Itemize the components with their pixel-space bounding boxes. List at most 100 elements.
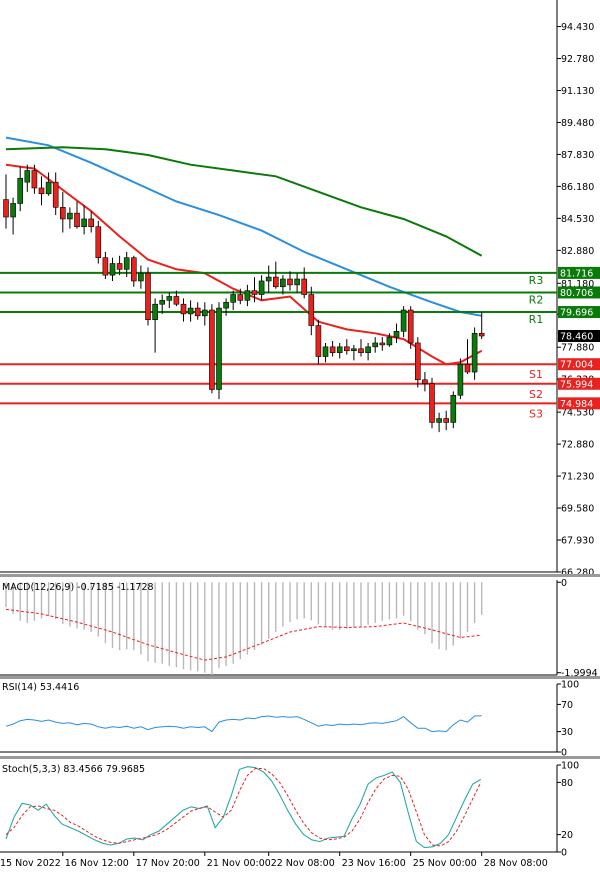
y-tick-label: 66.280 bbox=[561, 568, 594, 579]
macd-panel: 0 -1.9994 bbox=[0, 578, 600, 679]
candle-body bbox=[436, 418, 442, 423]
x-tick-label: 15 Nov 2022 bbox=[0, 858, 61, 869]
candle-body bbox=[315, 325, 322, 357]
level-price-tag bbox=[558, 266, 600, 279]
stoch-title: Stoch(5,3,3) 83.4566 79.9685 bbox=[2, 764, 145, 775]
candle-body bbox=[287, 278, 293, 286]
candle-body bbox=[74, 212, 80, 228]
candle-body bbox=[414, 342, 421, 381]
level-price-value: 81.716 bbox=[560, 268, 593, 279]
last-price-value: 78.460 bbox=[560, 331, 593, 342]
level-label-s1: S1 bbox=[529, 368, 543, 381]
y-tick-label: 87.830 bbox=[561, 150, 594, 161]
candle-body bbox=[329, 346, 336, 353]
candle-body bbox=[17, 177, 24, 204]
level-label-r2: R2 bbox=[529, 293, 544, 306]
candle-body bbox=[59, 207, 66, 220]
candle-body bbox=[407, 309, 414, 344]
candle-body bbox=[152, 303, 158, 321]
level-price-tag bbox=[558, 286, 600, 299]
candle-body bbox=[109, 263, 116, 276]
y-tick-label: 77.880 bbox=[561, 343, 594, 354]
level-price-value: 74.984 bbox=[560, 399, 593, 410]
candle-body bbox=[116, 263, 123, 270]
candle-body bbox=[478, 332, 485, 337]
candle-body bbox=[216, 307, 222, 390]
moving-average-line bbox=[5, 146, 483, 257]
candle-body bbox=[400, 309, 407, 332]
level-price-value: 75.994 bbox=[560, 379, 593, 390]
level-price-tag bbox=[558, 358, 600, 371]
candle-body bbox=[244, 290, 251, 301]
candle-body bbox=[251, 290, 258, 295]
panel-separator bbox=[0, 676, 600, 679]
candle-body bbox=[67, 212, 73, 220]
candle-body bbox=[358, 348, 364, 353]
rsi-panel: 100 70 30 0 bbox=[0, 680, 600, 759]
moving-average-line bbox=[5, 136, 482, 317]
x-tick-label: 23 Nov 16:00 bbox=[342, 858, 406, 869]
candle-body bbox=[95, 226, 102, 259]
candle-body bbox=[138, 272, 144, 282]
y-tick-label: 100 bbox=[561, 761, 579, 772]
y-tick-label: -1.9994 bbox=[561, 668, 598, 679]
candle-body bbox=[343, 346, 350, 352]
y-tick-label: 69.580 bbox=[561, 504, 594, 515]
y-tick-label: 100 bbox=[561, 680, 579, 691]
candle-body bbox=[10, 203, 16, 218]
level-price-tag bbox=[558, 306, 600, 319]
y-tick-label: 80 bbox=[561, 778, 573, 789]
candle-body bbox=[393, 331, 400, 338]
candle-body bbox=[194, 307, 201, 317]
stoch-panel: 100 80 20 0 bbox=[0, 761, 579, 859]
y-tick-label: 74.530 bbox=[561, 408, 594, 419]
y-tick-label: 92.780 bbox=[561, 54, 594, 65]
candle-body bbox=[272, 276, 279, 288]
x-tick-label: 28 Nov 08:00 bbox=[484, 858, 548, 869]
candle-body bbox=[379, 342, 386, 346]
x-tick-label: 22 Nov 08:00 bbox=[271, 858, 335, 869]
candle-body bbox=[301, 278, 308, 295]
y-tick-label: 72.880 bbox=[561, 440, 594, 451]
candle-body bbox=[322, 346, 329, 357]
y-tick-label: 91.130 bbox=[561, 86, 594, 97]
y-tick-label: 0 bbox=[561, 578, 567, 589]
candle-body bbox=[336, 346, 343, 353]
y-tick-label: 20 bbox=[561, 830, 573, 841]
candle-body bbox=[422, 379, 428, 384]
y-tick-label: 84.530 bbox=[561, 214, 594, 225]
candle-body bbox=[187, 307, 194, 315]
candle-body bbox=[223, 301, 229, 309]
x-tick-label: 25 Nov 00:00 bbox=[413, 858, 477, 869]
panel-separator bbox=[0, 574, 600, 577]
candle-body bbox=[209, 309, 215, 390]
candle-body bbox=[131, 257, 137, 282]
candle-body bbox=[81, 218, 87, 228]
level-label-r3: R3 bbox=[529, 274, 544, 287]
candle-body bbox=[123, 257, 130, 270]
candle-body bbox=[258, 280, 265, 295]
macd-title: MACD(12,26,9) -0.7185 -1.1728 bbox=[2, 582, 154, 593]
x-tick-label: 21 Nov 00:00 bbox=[207, 858, 271, 869]
candle-body bbox=[52, 181, 59, 208]
candle-body bbox=[3, 199, 9, 218]
candle-body bbox=[24, 170, 31, 183]
y-tick-label: 70 bbox=[561, 700, 573, 711]
candle-body bbox=[145, 272, 151, 321]
y-tick-label: 30 bbox=[561, 727, 573, 738]
y-tick-label: 0 bbox=[561, 748, 567, 759]
candle-body bbox=[386, 336, 393, 346]
rsi-title: RSI(14) 53.4416 bbox=[2, 682, 79, 693]
candle-body bbox=[173, 296, 180, 305]
candle-body bbox=[45, 181, 52, 195]
panel-separator bbox=[0, 756, 600, 759]
level-label-s3: S3 bbox=[529, 407, 543, 420]
candle-body bbox=[38, 187, 45, 195]
level-price-value: 79.696 bbox=[560, 308, 593, 319]
x-tick-label: 17 Nov 20:00 bbox=[136, 858, 200, 869]
y-tick-label: 67.930 bbox=[561, 536, 594, 547]
level-price-value: 77.004 bbox=[560, 360, 593, 371]
candle-body bbox=[450, 394, 457, 423]
candle-body bbox=[365, 346, 371, 353]
